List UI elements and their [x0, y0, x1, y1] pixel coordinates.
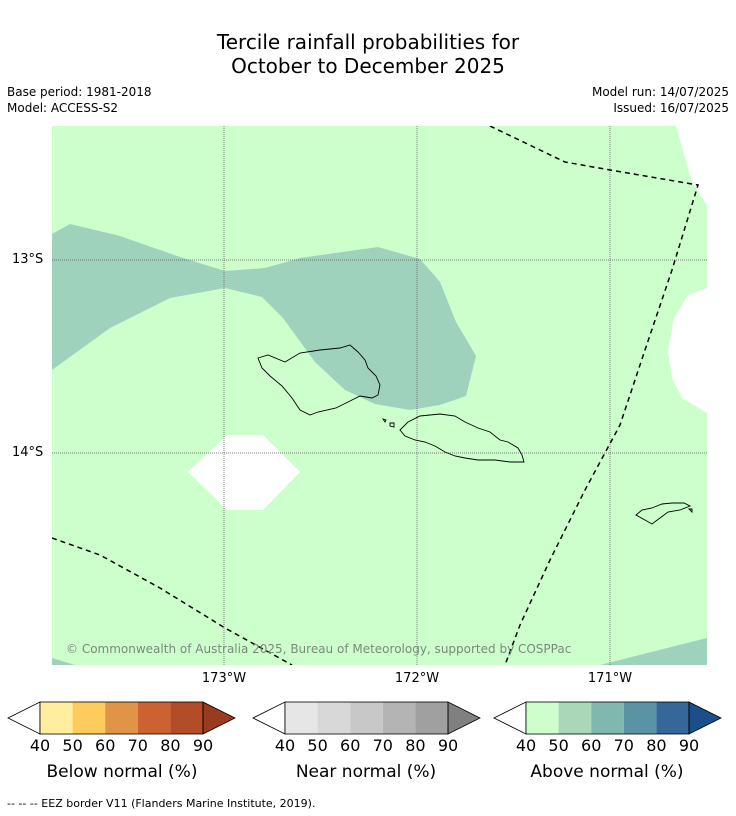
- map-title: Tercile rainfall probabilities for Octob…: [0, 30, 736, 78]
- near-normal-swatch: [317, 702, 351, 734]
- near-normal-tick-label: 90: [438, 736, 458, 755]
- above-normal-swatch: [591, 702, 624, 734]
- above-normal-50-60-corner: [600, 638, 707, 665]
- near-normal-tick-label: 40: [275, 736, 295, 755]
- above-normal-tick-label: 60: [581, 736, 601, 755]
- near-normal-colorbar: 40 50 60 70 80 90: [252, 701, 481, 755]
- near-normal-label: Near normal (%): [295, 762, 437, 782]
- below-normal-tick-label: 60: [95, 736, 115, 755]
- near-normal-swatch: [285, 702, 318, 734]
- meta-left: Base period: 1981-2018 Model: ACCESS-S2: [7, 84, 152, 116]
- no-data-right-bulge: [668, 288, 707, 413]
- colorbars: 40 50 60 70 80 90 40 50 60 70 80 90 40 50 60 70 80 90: [7, 701, 722, 755]
- near-normal-extend-high: [447, 701, 481, 735]
- above-normal-colorbar: 40 50 60 70 80 90: [493, 701, 722, 755]
- near-normal-outline: [284, 701, 449, 735]
- eez-footnote: -- -- -- EEZ border V11 (Flanders Marine…: [7, 797, 316, 810]
- above-normal-tick-label: 40: [516, 736, 536, 755]
- meta-right: Model run: 14/07/2025 Issued: 16/07/2025: [592, 84, 729, 116]
- copyright-notice: © Commonwealth of Australia 2025, Bureau…: [66, 642, 572, 656]
- no-data-right-edge: [676, 126, 707, 205]
- below-normal-swatch: [40, 702, 73, 734]
- title-line-1: Tercile rainfall probabilities for: [216, 30, 520, 54]
- lat-label-13s: 13°S: [12, 252, 44, 267]
- below-normal-swatch: [72, 702, 106, 734]
- below-normal-swatch: [170, 702, 203, 734]
- above-normal-swatch: [526, 702, 559, 734]
- savaii-island: [257, 344, 381, 416]
- near-normal-swatch: [350, 702, 383, 734]
- below-normal-extend-low: [7, 701, 41, 735]
- below-normal-swatch: [105, 702, 138, 734]
- model-run: Model run: 14/07/2025: [591, 85, 729, 99]
- aunuu-islet: [687, 508, 693, 514]
- lat-label-14s: 14°S: [12, 445, 44, 460]
- below-normal-tick-label: 80: [160, 736, 180, 755]
- map-area: [52, 126, 707, 665]
- near-normal-tick-label: 60: [340, 736, 360, 755]
- below-normal-swatch: [137, 702, 171, 734]
- above-normal-extend-high: [688, 701, 722, 735]
- above-normal-extend-low: [493, 701, 527, 735]
- below-normal-outline: [39, 701, 204, 735]
- above-normal-outline: [525, 701, 690, 735]
- near-normal-extend-low: [252, 701, 286, 735]
- above-normal-swatch: [558, 702, 592, 734]
- above-normal-tick-label: 70: [614, 736, 634, 755]
- above-normal-tick-label: 80: [646, 736, 666, 755]
- below-normal-tick-label: 50: [62, 736, 82, 755]
- below-normal-extend-high: [202, 701, 236, 735]
- below-normal-tick-label: 70: [128, 736, 148, 755]
- tutuila-island: [635, 502, 692, 525]
- near-normal-tick-label: 50: [307, 736, 327, 755]
- above-normal-swatch: [656, 702, 689, 734]
- small-islet-1: [381, 418, 387, 423]
- small-islet-2: [389, 422, 395, 428]
- below-normal-tick-label: 40: [30, 736, 50, 755]
- above-normal-50-60-band: [52, 224, 476, 410]
- coastlines: [257, 344, 693, 525]
- above-normal-label: Above normal (%): [530, 762, 684, 782]
- near-normal-tick-label: 80: [405, 736, 425, 755]
- near-normal-swatch: [415, 702, 448, 734]
- eez-border: [52, 126, 699, 665]
- near-normal-swatch: [382, 702, 416, 734]
- title-line-2: October to December 2025: [231, 54, 505, 78]
- no-data-hexagon: [188, 435, 300, 510]
- upolu-island: [399, 413, 525, 463]
- lon-label-171w: 171°W: [587, 671, 633, 686]
- issued-date: Issued: 16/07/2025: [613, 101, 729, 115]
- model-name: Model: ACCESS-S2: [7, 101, 119, 115]
- above-normal-tick-label: 50: [548, 736, 568, 755]
- lon-label-172w: 172°W: [394, 671, 440, 686]
- base-period: Base period: 1981-2018: [7, 85, 152, 99]
- below-normal-label: Below normal (%): [46, 762, 198, 782]
- above-normal-swatch: [623, 702, 657, 734]
- lon-label-173w: 173°W: [201, 671, 247, 686]
- above-normal-50-60-edge: [52, 658, 75, 665]
- above-normal-tick-label: 90: [679, 736, 699, 755]
- below-normal-tick-label: 90: [193, 736, 213, 755]
- near-normal-tick-label: 70: [373, 736, 393, 755]
- below-normal-colorbar: 40 50 60 70 80 90: [7, 701, 236, 755]
